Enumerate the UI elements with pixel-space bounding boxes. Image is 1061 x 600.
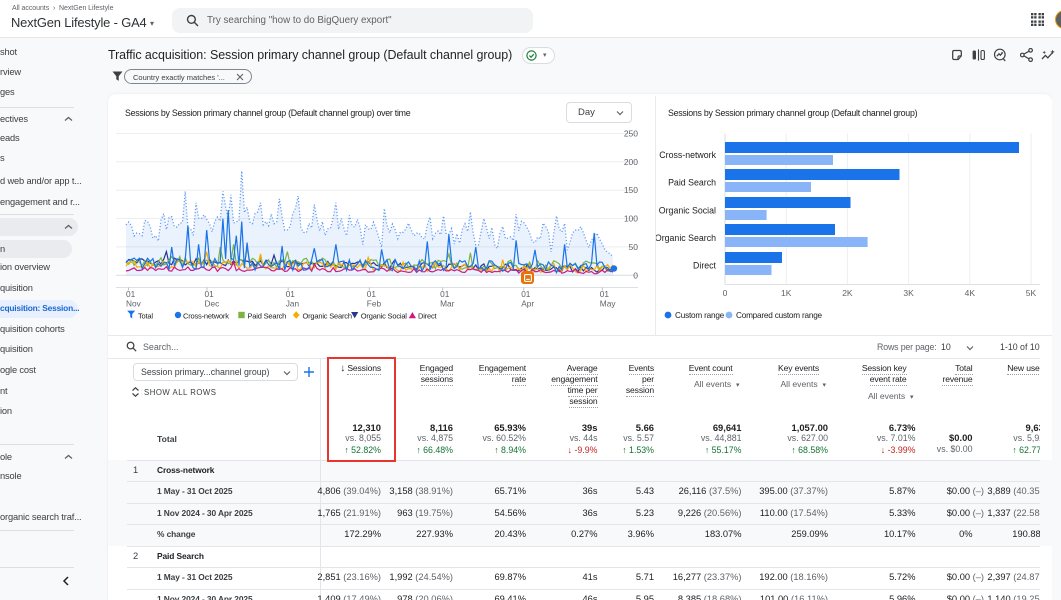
svg-text:Organic Social: Organic Social bbox=[659, 206, 716, 216]
svg-text:0: 0 bbox=[723, 288, 728, 298]
svg-text:Jan: Jan bbox=[286, 299, 300, 309]
svg-text:1K: 1K bbox=[781, 288, 792, 298]
svg-text:3K: 3K bbox=[903, 288, 914, 298]
svg-text:5K: 5K bbox=[1026, 288, 1037, 298]
svg-text:01: 01 bbox=[600, 289, 610, 299]
svg-text:200: 200 bbox=[624, 157, 638, 167]
svg-text:Dec: Dec bbox=[205, 299, 220, 309]
svg-text:Organic Social: Organic Social bbox=[361, 311, 408, 320]
svg-text:01: 01 bbox=[205, 289, 215, 299]
svg-text:150: 150 bbox=[624, 185, 638, 195]
svg-text:Direct: Direct bbox=[693, 261, 717, 271]
svg-text:01: 01 bbox=[286, 289, 296, 299]
svg-text:Nov: Nov bbox=[126, 299, 142, 309]
svg-text:Feb: Feb bbox=[367, 299, 382, 309]
svg-text:Mar: Mar bbox=[440, 299, 455, 309]
svg-text:Paid Search: Paid Search bbox=[248, 311, 287, 320]
svg-text:01: 01 bbox=[126, 289, 136, 299]
svg-text:Compared custom range: Compared custom range bbox=[736, 311, 823, 320]
svg-text:4K: 4K bbox=[965, 288, 976, 298]
svg-text:Direct: Direct bbox=[418, 311, 438, 320]
svg-text:250: 250 bbox=[624, 129, 638, 139]
svg-text:0: 0 bbox=[633, 270, 638, 280]
svg-text:Custom range: Custom range bbox=[675, 311, 725, 320]
svg-text:Organic Search: Organic Search bbox=[656, 233, 716, 243]
svg-text:Organic Search: Organic Search bbox=[303, 311, 352, 320]
svg-text:50: 50 bbox=[629, 242, 639, 252]
svg-text:Cross-network: Cross-network bbox=[659, 150, 716, 160]
svg-text:Total: Total bbox=[138, 311, 153, 320]
svg-text:01: 01 bbox=[367, 289, 377, 299]
svg-text:May: May bbox=[600, 299, 617, 309]
svg-text:Apr: Apr bbox=[521, 299, 534, 309]
svg-text:100: 100 bbox=[624, 214, 638, 224]
svg-text:01: 01 bbox=[440, 289, 450, 299]
svg-text:01: 01 bbox=[521, 289, 531, 299]
svg-text:Paid Search: Paid Search bbox=[668, 178, 716, 188]
svg-text:2K: 2K bbox=[842, 288, 853, 298]
svg-text:Cross-network: Cross-network bbox=[183, 311, 229, 320]
